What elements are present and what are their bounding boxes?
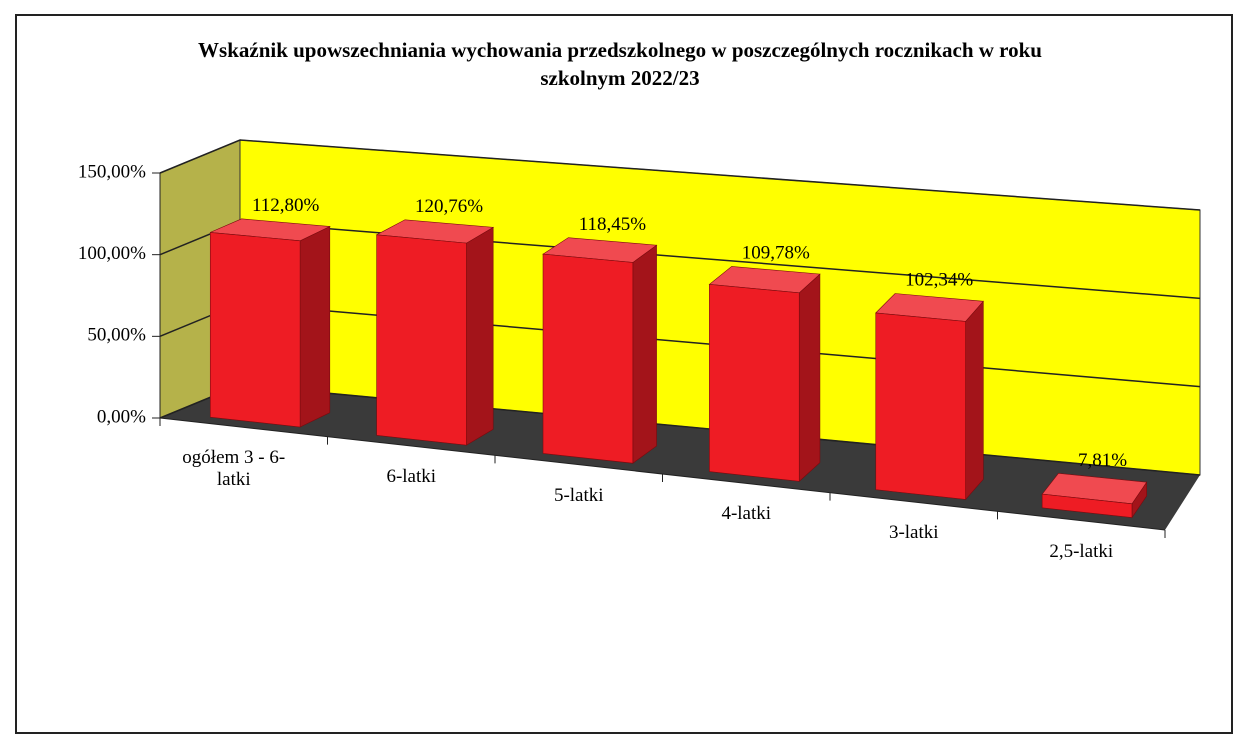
bar-side [466, 226, 494, 446]
bar-front [376, 234, 467, 446]
chart-title: Wskaźnik upowszechniania wychowania prze… [198, 38, 1042, 90]
grid-line [159, 139, 1201, 211]
y-tick-label: 50,00% [87, 325, 146, 346]
value-label: 118,45% [579, 214, 647, 235]
bar-front [542, 253, 634, 464]
x-tick-label: 2,5-latki [1049, 540, 1114, 562]
bar-front [709, 284, 800, 482]
bar-side [299, 226, 331, 428]
bar-front [875, 312, 966, 500]
bar-side [965, 300, 984, 501]
value-label: 7,81% [1078, 450, 1127, 471]
y-tick-label: 100,00% [78, 243, 146, 264]
bar [542, 237, 658, 464]
x-tick-label: 4-latki [721, 503, 772, 525]
bar [375, 219, 495, 446]
x-tick-label: 6-latki [386, 466, 437, 487]
x-tick-label: ogółem 3 - 6-latki [182, 447, 286, 491]
bar-side [798, 273, 821, 483]
value-label: 112,80% [252, 195, 320, 216]
bar [875, 293, 984, 501]
x-tick-label: 5-latki [553, 484, 604, 506]
y-tick-label: 150,00% [78, 161, 146, 182]
page: Wskaźnik upowszechniania wychowania prze… [15, 14, 1233, 734]
value-label: 102,34% [905, 270, 973, 291]
bar [1041, 472, 1148, 519]
value-label: 109,78% [742, 243, 810, 264]
bar-front [209, 232, 301, 428]
bar [209, 218, 331, 428]
value-label: 120,76% [415, 196, 483, 217]
chart: 0,00% 50,00% 100,00% 150,00% 112,80% 120,76% 1… [78, 139, 1201, 538]
bar [708, 266, 821, 483]
bar-front [1041, 493, 1133, 518]
bar-side [632, 244, 657, 464]
x-tick-label: 3-latki [888, 522, 939, 543]
y-tick-label: 0,00% [97, 406, 146, 427]
